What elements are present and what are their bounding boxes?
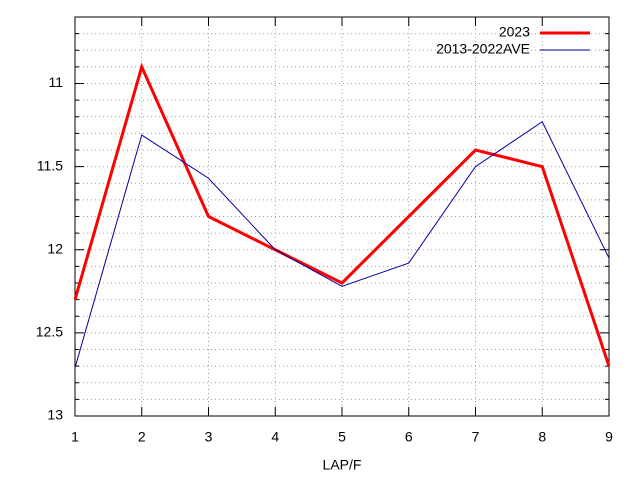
x-axis-label: LAP/F [323, 457, 362, 473]
x-tick-label: 8 [538, 429, 546, 445]
x-tick-label: 2 [138, 429, 146, 445]
y-tick-label: 12.5 [36, 324, 63, 340]
plot-frame [74, 16, 610, 417]
x-tick-label: 6 [405, 429, 413, 445]
y-tick-label: 11.5 [37, 157, 63, 173]
x-tick-label: 5 [338, 429, 346, 445]
legend-label: 2023 [499, 24, 530, 40]
x-tick-label: 1 [71, 429, 79, 445]
x-tick-label: 7 [472, 429, 480, 445]
x-tick-label: 3 [205, 429, 213, 445]
x-tick-label: 4 [271, 429, 279, 445]
legend-label: 2013-2022AVE [436, 41, 530, 57]
series-line [73, 62, 611, 367]
y-tick-label: 11 [48, 74, 63, 90]
y-tick-label: 12 [47, 240, 63, 256]
y-tick-label: 13 [47, 407, 63, 423]
x-tick-label: 9 [605, 429, 613, 445]
series-line [74, 121, 610, 368]
